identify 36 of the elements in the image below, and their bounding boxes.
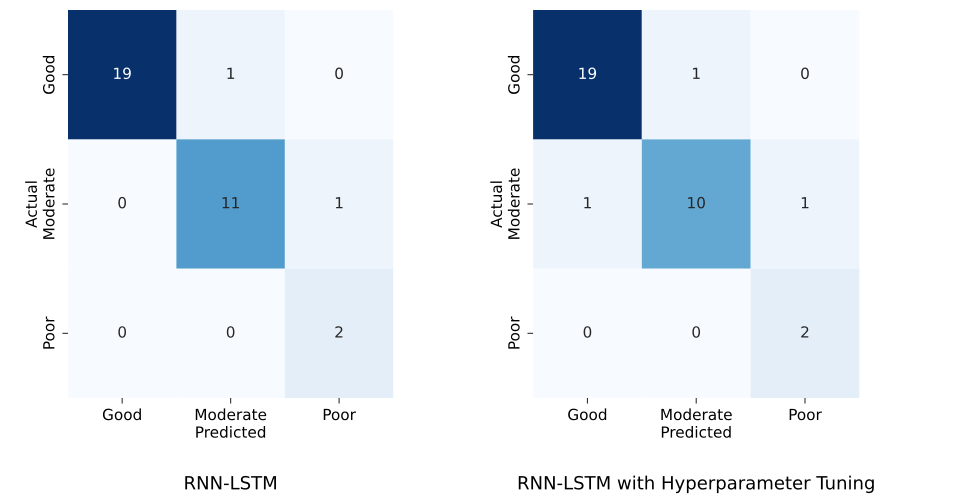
data-label: 0: [692, 326, 700, 338]
data-label: 0: [226, 326, 234, 338]
y-tick-label: Moderate: [508, 168, 520, 239]
y-axis-title: Actual: [490, 182, 502, 228]
x-tick-label: Poor: [324, 408, 356, 420]
text: RNN-LSTM: [185, 476, 276, 490]
y-tick-label: Good: [508, 56, 520, 94]
y-axis-title: Actual: [25, 182, 38, 228]
y-tick-label: Poor: [508, 316, 520, 349]
data-label: 0: [801, 68, 809, 80]
data-label: 0: [118, 326, 126, 338]
y-tick-label: Moderate: [42, 168, 55, 239]
x-tick-label: Poor: [790, 408, 822, 420]
x-axis-title: Predicted: [662, 426, 731, 438]
data-label: 1: [227, 68, 234, 79]
data-label: 1: [584, 197, 591, 208]
data-label: 11: [222, 197, 239, 208]
data-label: 0: [335, 68, 343, 80]
y-tick-label: Poor: [43, 316, 55, 349]
data-label: 19: [579, 68, 596, 80]
x-axis-title: Predicted: [196, 426, 266, 438]
data-label: 1: [336, 197, 343, 208]
data-label: 19: [114, 68, 131, 80]
data-label: 10: [688, 196, 705, 208]
text: RNN-LSTM with Hyperparameter Tuning: [518, 476, 874, 494]
x-tick-label: Good: [568, 408, 606, 420]
y-tick-label: Good: [42, 56, 55, 94]
data-label: 2: [801, 326, 808, 338]
data-label: 1: [693, 68, 700, 79]
data-label: 0: [584, 326, 592, 338]
data-label: 2: [335, 326, 342, 338]
x-tick-label: Moderate: [196, 408, 266, 420]
x-tick-label: Good: [102, 408, 141, 420]
data-label: 1: [802, 197, 808, 208]
data-label: 0: [118, 196, 126, 208]
x-tick-label: Moderate: [661, 408, 732, 420]
